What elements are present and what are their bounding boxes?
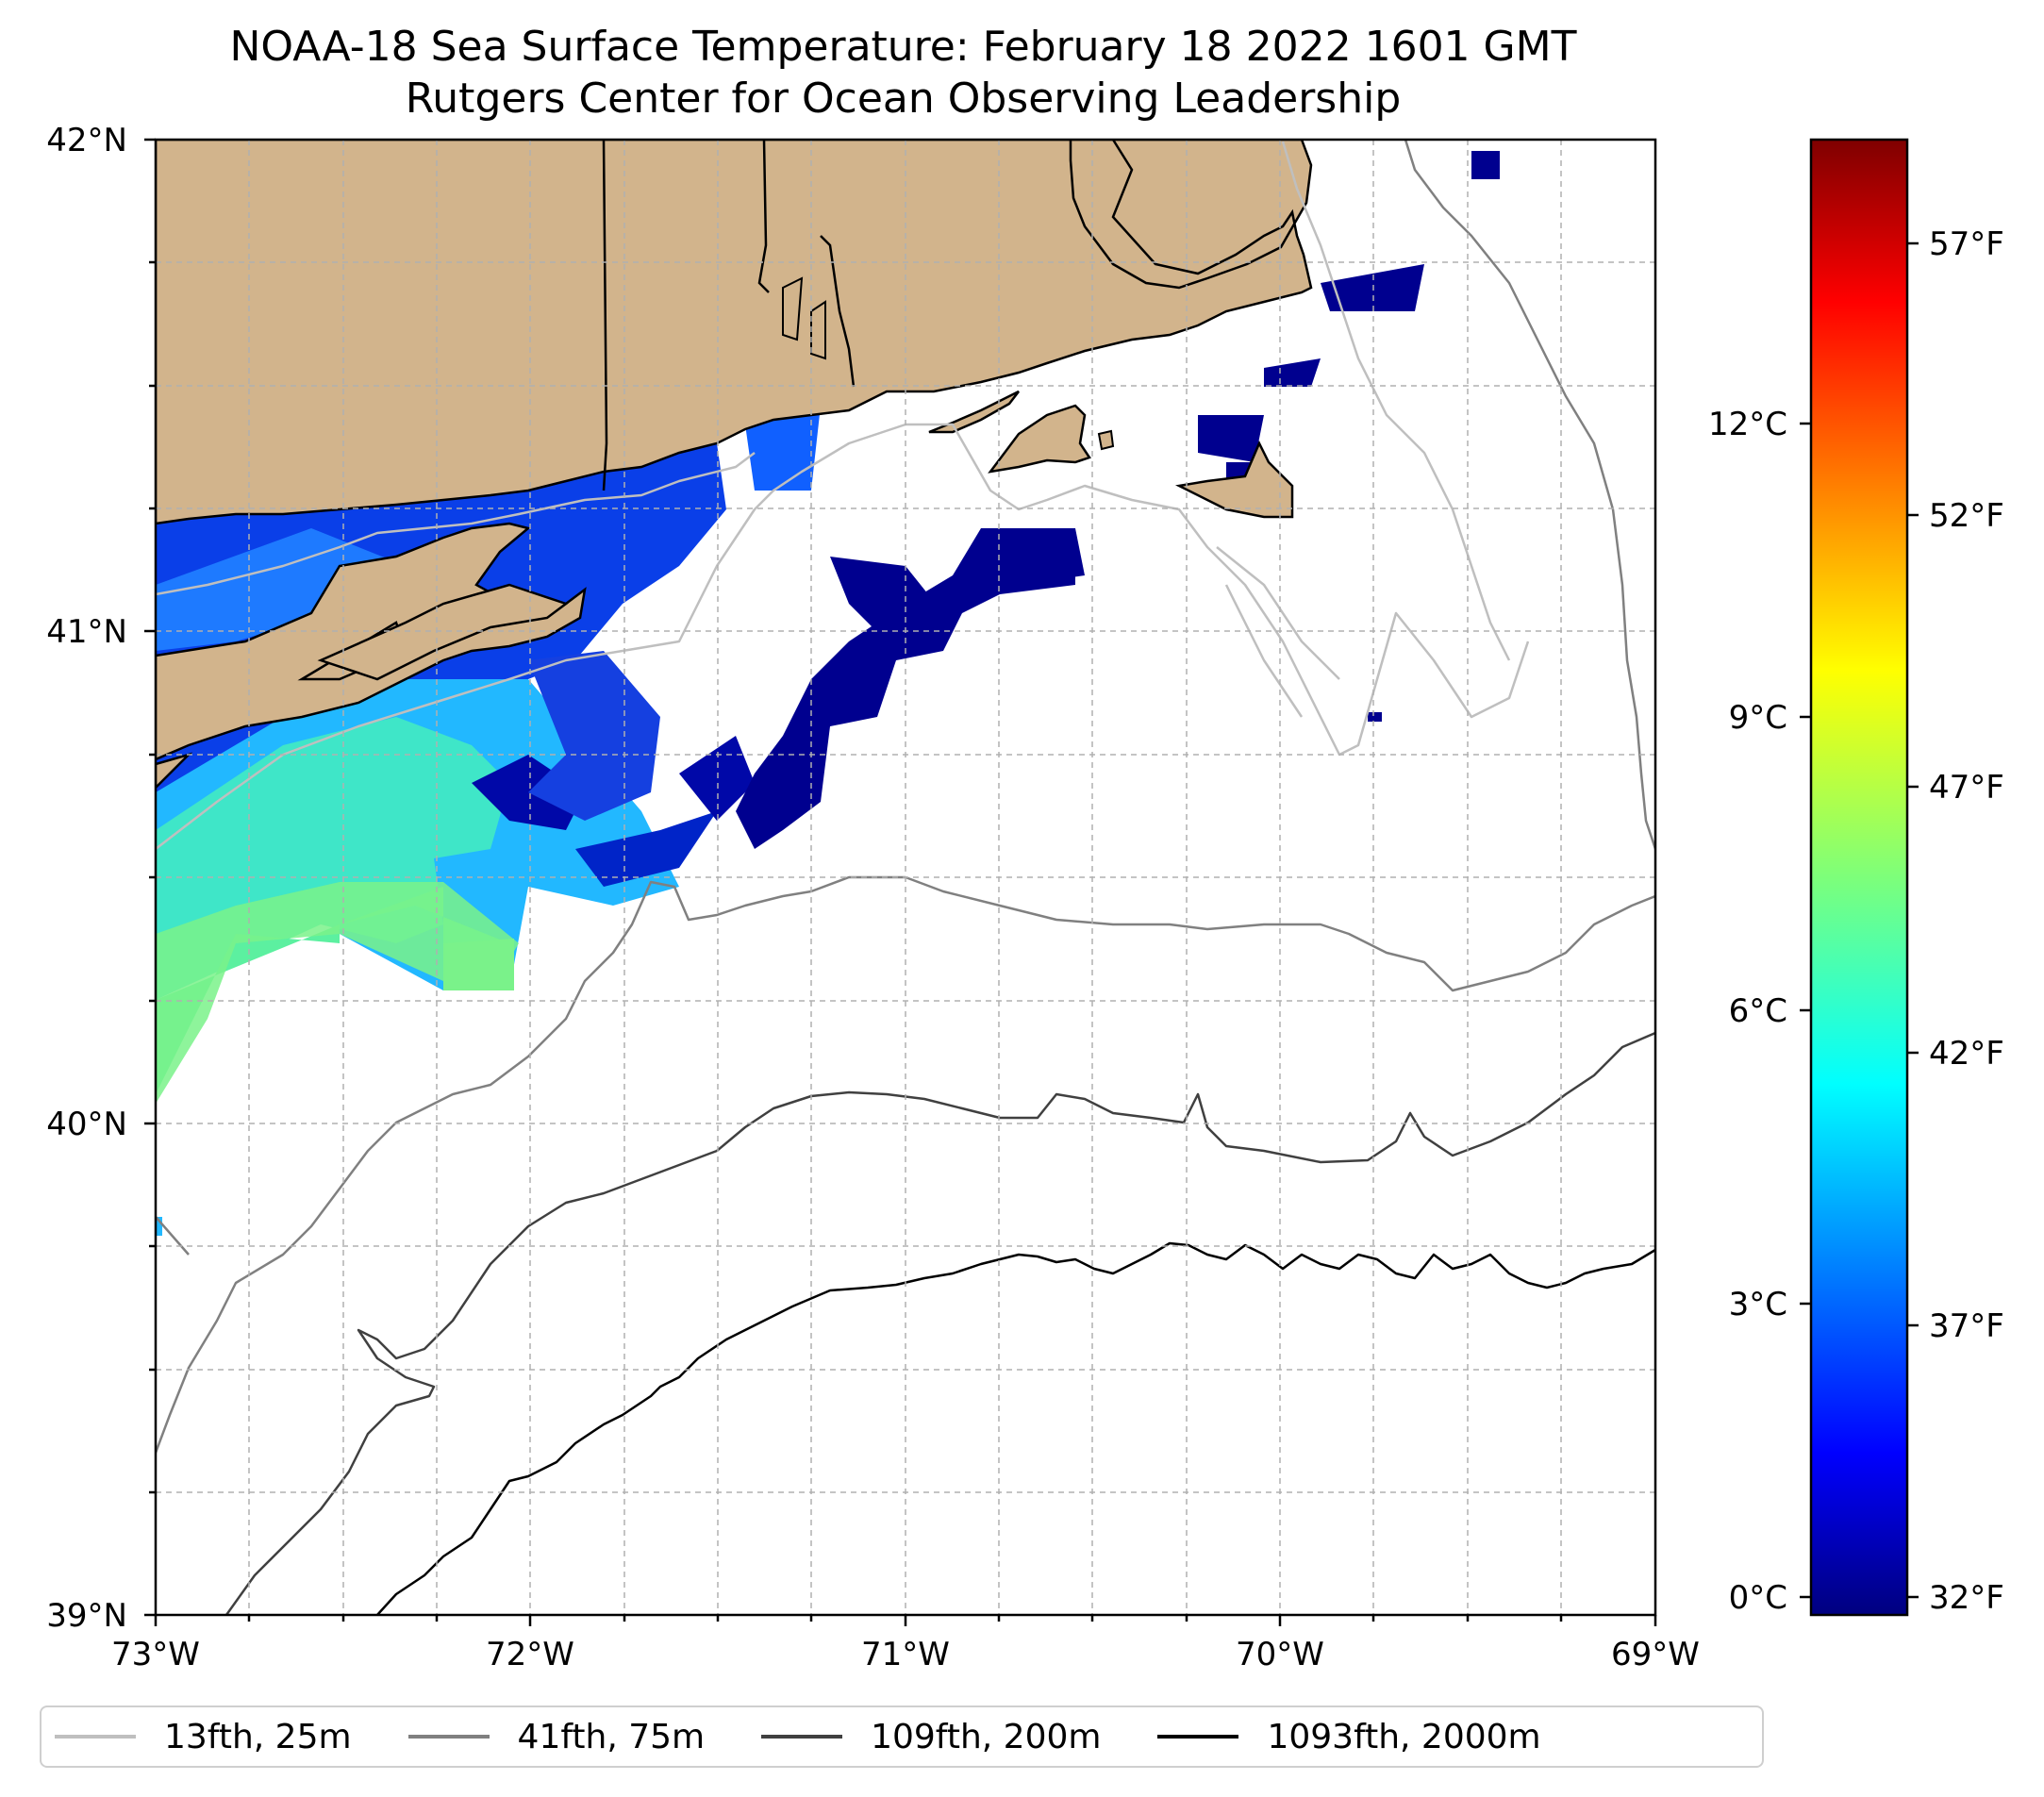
legend-item-200m: 109fth, 200m	[761, 1718, 1101, 1756]
colorbar-label-12c: 12°C	[1708, 406, 1787, 443]
block-island	[1097, 429, 1115, 451]
lat-label-42n: 42°N	[46, 122, 127, 159]
new-jersey-coast	[156, 752, 193, 790]
lat-label-41n: 41°N	[46, 613, 127, 651]
legend-label-25m: 13fth, 25m	[164, 1717, 352, 1756]
colorbar	[1809, 138, 1909, 1617]
legend-swatch-25m	[55, 1735, 136, 1739]
colorbar-label-6c: 6°C	[1729, 992, 1787, 1030]
contour-legend: 13fth, 25m 41fth, 75m 109fth, 200m 1093f…	[40, 1705, 1764, 1768]
colorbar-label-37f: 37°F	[1929, 1307, 2004, 1345]
colorbar-label-52f: 52°F	[1929, 497, 2004, 535]
colorbar-label-3c: 3°C	[1729, 1286, 1787, 1323]
colorbar-label-0c: 0°C	[1729, 1579, 1787, 1617]
colorbar-label-47f: 47°F	[1929, 769, 2004, 807]
legend-swatch-75m	[407, 1735, 490, 1739]
bathymetry-contours	[156, 140, 1655, 1615]
lon-label-69w: 69°W	[1611, 1636, 1700, 1673]
sst-data-layer	[156, 141, 1500, 1236]
legend-item-2000m: 1093fth, 2000m	[1157, 1717, 1541, 1756]
legend-label-75m: 41fth, 75m	[517, 1717, 706, 1756]
legend-item-25m: 13fth, 25m	[55, 1718, 352, 1756]
legend-swatch-2000m	[1157, 1735, 1239, 1739]
lon-label-73w: 73°W	[111, 1636, 200, 1673]
colorbar-ticks	[1800, 241, 1919, 1599]
lon-label-72w: 72°W	[486, 1636, 574, 1673]
legend-label-200m: 109fth, 200m	[871, 1717, 1102, 1756]
axis-ticks	[144, 138, 1657, 1626]
legend-label-2000m: 1093fth, 2000m	[1267, 1717, 1541, 1756]
long-island-north-fork	[317, 583, 569, 681]
lon-label-71w: 71°W	[861, 1636, 950, 1673]
mainland-new-england	[156, 140, 1313, 525]
land-layer	[156, 140, 1313, 790]
contour-200m	[224, 1031, 1655, 1615]
colorbar-label-57f: 57°F	[1929, 225, 2004, 263]
colorbar-label-32f: 32°F	[1929, 1579, 2004, 1617]
lat-label-40n: 40°N	[46, 1106, 127, 1143]
lon-label-70w: 70°W	[1236, 1636, 1324, 1673]
colorbar-label-42f: 42°F	[1929, 1035, 2004, 1073]
graticule	[156, 140, 1655, 1615]
legend-item-75m: 41fth, 75m	[407, 1717, 706, 1756]
colorbar-label-9c: 9°C	[1729, 699, 1787, 737]
contour-2000m	[376, 1241, 1655, 1615]
map-title: NOAA-18 Sea Surface Temperature: Februar…	[229, 23, 1577, 71]
contour-25m	[156, 141, 1530, 850]
map-area	[156, 140, 1655, 1615]
lat-label-39n: 39°N	[46, 1597, 127, 1635]
map-subtitle: Rutgers Center for Ocean Observing Leade…	[405, 75, 1402, 123]
legend-swatch-200m	[761, 1735, 843, 1739]
elizabeth-islands	[928, 390, 1020, 434]
marthas-vineyard	[988, 404, 1091, 474]
